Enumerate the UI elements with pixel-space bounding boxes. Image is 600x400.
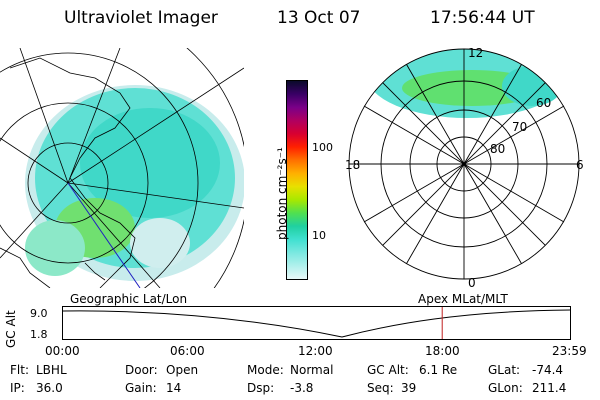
magnetic-track — [67, 182, 141, 288]
door-value: Open — [166, 363, 199, 377]
seq-value: 39 — [401, 381, 417, 395]
gain-value: 14 — [166, 381, 182, 395]
coastline — [0, 247, 51, 288]
timeline-xtick-4: 23:59 — [552, 344, 587, 358]
altitude-curve — [62, 309, 571, 338]
mlat-label-60: 60 — [536, 96, 552, 110]
dsp-label: Dsp: — [247, 381, 275, 395]
door-label: Door: — [125, 363, 158, 377]
apex-label: Apex MLat/MLT — [418, 292, 508, 306]
seq-label: Seq: — [367, 381, 394, 395]
altitude-timeline — [62, 306, 571, 340]
mode-value: Normal — [290, 363, 334, 377]
uv-emission-region — [25, 85, 244, 281]
glon-value: 211.4 — [532, 381, 567, 395]
ip-label: IP: — [10, 381, 25, 395]
timeline-ytick-low: 1.8 — [30, 328, 48, 341]
mlat-label-70: 70 — [512, 120, 528, 134]
polar-plot — [348, 48, 580, 280]
mlt-label-18: 18 — [345, 158, 361, 172]
colorbar-tick-100: 100 — [312, 141, 333, 154]
mode-label: Mode: — [247, 363, 284, 377]
timeline-ytick-high: 9.0 — [30, 307, 48, 320]
glon-label: GLon: — [488, 381, 523, 395]
flt-value: LBHL — [36, 363, 67, 377]
date-label: 13 Oct 07 — [277, 8, 361, 28]
glat-value: -74.4 — [532, 363, 564, 377]
gcalt-value: 6.1 Re — [419, 363, 458, 377]
colorbar-unit-label: photon cm⁻²s⁻¹ — [275, 147, 289, 240]
flt-label: Flt: — [10, 363, 29, 377]
mlt-label-0: 0 — [468, 276, 476, 290]
geo-label: Geographic Lat/Lon — [70, 292, 188, 306]
timeline-xtick-3: 18:00 — [425, 344, 460, 358]
geographic-map — [0, 48, 244, 288]
timeline-axis-label: GC Alt — [4, 310, 18, 348]
timeline-xtick-0: 00:00 — [45, 344, 80, 358]
coastline — [84, 262, 106, 281]
glat-label: GLat: — [488, 363, 521, 377]
mlt-label-6: 6 — [576, 158, 584, 172]
colorbar-tick-10: 10 — [312, 229, 326, 242]
colorbar — [286, 80, 308, 280]
instrument-title: Ultraviolet Imager — [64, 8, 218, 28]
timeline-xtick-2: 12:00 — [298, 344, 333, 358]
coastline — [9, 57, 136, 288]
gcalt-label: GC Alt: — [367, 363, 409, 377]
time-label: 17:56:44 UT — [430, 8, 535, 28]
gain-label: Gain: — [125, 381, 157, 395]
mlt-label-12: 12 — [468, 46, 484, 60]
timeline-xtick-1: 06:00 — [170, 344, 205, 358]
ip-value: 36.0 — [36, 381, 63, 395]
mlat-label-80: 80 — [490, 142, 506, 156]
dsp-value: -3.8 — [290, 381, 314, 395]
